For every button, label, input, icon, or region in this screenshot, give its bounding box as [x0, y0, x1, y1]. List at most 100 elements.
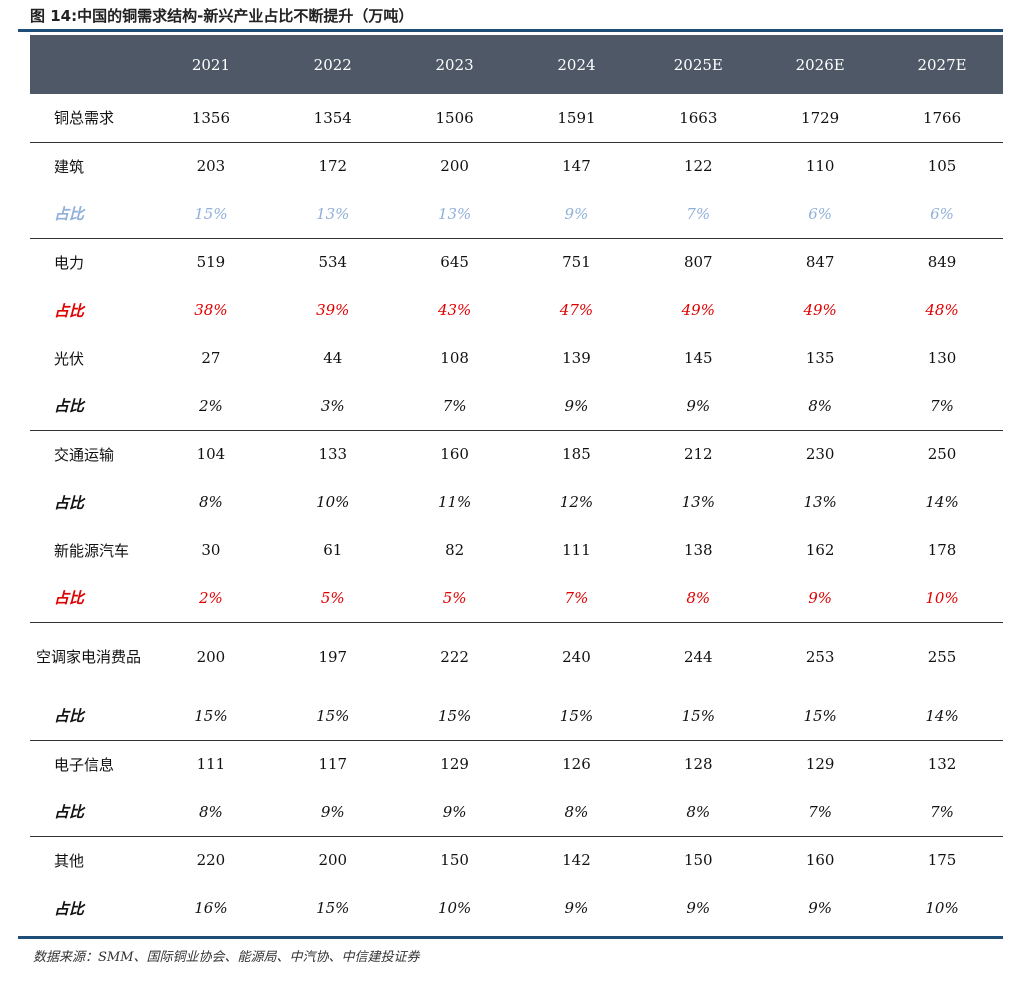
table-cell: 11%	[437, 493, 472, 511]
header-year: 2024	[557, 55, 596, 74]
table-cell: 128	[683, 755, 713, 774]
table-cell: 43%	[437, 301, 472, 319]
table-cell: 8%	[637, 788, 760, 837]
table-cell: 10%	[881, 574, 1003, 623]
table-cell: 222	[440, 648, 469, 667]
table-cell: 1766	[881, 94, 1003, 143]
header-year: 2022	[313, 55, 352, 74]
table-cell: 8%	[759, 382, 882, 431]
table-cell: 255	[927, 648, 957, 667]
row-label: 占比	[54, 301, 85, 320]
table-cell: 8%	[637, 574, 760, 623]
row-label: 光伏	[54, 349, 85, 368]
table-cell: 7%	[881, 382, 1003, 431]
table-cell: 8%	[199, 493, 223, 511]
table-cell: 15%	[316, 899, 350, 917]
header-year: 2023	[435, 55, 474, 74]
table-cell: 111	[196, 755, 226, 774]
figure-title: 图 14:中国的铜需求结构-新兴产业占比不断提升（万吨）	[30, 7, 414, 25]
table-cell: 9%	[686, 899, 711, 917]
table-cell: 9%	[515, 382, 638, 431]
table-cell: 139	[562, 349, 591, 367]
table-cell: 1663	[637, 94, 760, 143]
table-cell: 7%	[515, 574, 638, 623]
table-cell: 104	[196, 445, 226, 464]
table-row: 占比 2% 3% 7% 9% 9% 8% 7%	[30, 382, 1003, 431]
table-cell: 27	[201, 349, 221, 367]
table-row: 空调家电消费品 200 197 222 240 244 253 255	[30, 622, 1003, 692]
table-cell: 203	[196, 157, 226, 176]
table-cell: 244	[683, 648, 713, 667]
row-label: 占比	[54, 899, 85, 918]
table-cell: 185	[562, 445, 591, 464]
table-cell: 9%	[759, 574, 882, 623]
table-cell: 250	[927, 445, 957, 464]
table-cell: 160	[805, 851, 835, 870]
header-year: 2027E	[917, 55, 967, 74]
table-row: 占比 16% 15% 10% 9% 9% 9% 10%	[30, 884, 1003, 932]
table-cell: 13%	[271, 190, 394, 239]
table-cell: 16%	[194, 899, 228, 917]
header-year: 2026E	[795, 55, 845, 74]
row-label: 占比	[30, 788, 150, 837]
table-cell: 847	[805, 253, 835, 272]
table-cell: 10%	[437, 899, 472, 917]
top-rule	[18, 29, 1003, 32]
table-cell: 3%	[271, 382, 394, 431]
bottom-rule	[18, 936, 1003, 939]
header-year: 2021	[191, 55, 231, 74]
table-cell: 48%	[925, 301, 959, 319]
table-cell: 1354	[271, 94, 394, 143]
table-row: 占比 8% 10% 11% 12% 13% 13% 14%	[30, 478, 1003, 526]
row-label: 占比	[30, 574, 150, 623]
table-cell: 200	[440, 157, 469, 176]
table-cell: 1591	[515, 94, 638, 143]
row-label: 电子信息	[54, 755, 115, 774]
table-cell: 212	[683, 445, 713, 464]
table-cell: 49%	[803, 301, 837, 319]
table-cell: 15%	[271, 692, 394, 741]
table-cell: 111	[562, 541, 591, 559]
table-cell: 129	[440, 755, 469, 774]
table-cell: 138	[683, 541, 713, 559]
table-cell: 178	[927, 541, 957, 559]
table-cell: 10%	[925, 899, 959, 917]
table-cell: 47%	[559, 301, 594, 319]
table-cell: 49%	[681, 301, 715, 319]
table-cell: 10%	[316, 493, 350, 511]
table-cell: 751	[562, 253, 591, 272]
table-cell: 9%	[393, 788, 516, 837]
table-cell: 13%	[803, 493, 837, 511]
table-cell: 14%	[881, 692, 1003, 741]
table-cell: 13%	[393, 190, 516, 239]
table-row: 占比 8% 9% 9% 8% 8% 7% 7%	[30, 788, 1003, 837]
row-label: 空调家电消费品	[36, 647, 142, 666]
table-cell: 175	[927, 851, 957, 870]
table-row: 电力 519 534 645 751 807 847 849	[30, 238, 1003, 286]
row-label: 铜总需求	[30, 94, 150, 143]
table-cell: 9%	[271, 788, 394, 837]
table-cell: 240	[562, 648, 591, 667]
table-cell: 145	[683, 349, 713, 367]
row-label: 其他	[54, 851, 85, 870]
table-cell: 645	[440, 253, 469, 272]
table-row: 占比 15% 15% 15% 15% 15% 15% 14%	[30, 692, 1003, 741]
table-cell: 30	[201, 541, 221, 559]
table-cell: 2%	[150, 574, 272, 623]
table-cell: 105	[927, 157, 957, 176]
row-label: 电力	[54, 253, 85, 272]
table-cell: 117	[318, 755, 348, 774]
table-cell: 135	[805, 349, 835, 367]
table-cell: 126	[562, 755, 591, 774]
table-cell: 807	[683, 253, 713, 272]
table-row: 新能源汽车 30 61 82 111 138 162 178	[30, 526, 1003, 574]
table-row: 交通运输 104 133 160 185 212 230 250	[30, 430, 1003, 478]
row-label: 建筑	[54, 157, 85, 176]
table-cell: 15%	[637, 692, 760, 741]
table-cell: 15%	[393, 692, 516, 741]
row-label: 占比	[30, 692, 150, 741]
table-row: 铜总需求 1356 1354 1506 1591 1663 1729 1766	[30, 94, 1003, 143]
table-cell: 220	[196, 851, 226, 870]
table-cell: 5%	[271, 574, 394, 623]
table-cell: 6%	[881, 190, 1003, 239]
